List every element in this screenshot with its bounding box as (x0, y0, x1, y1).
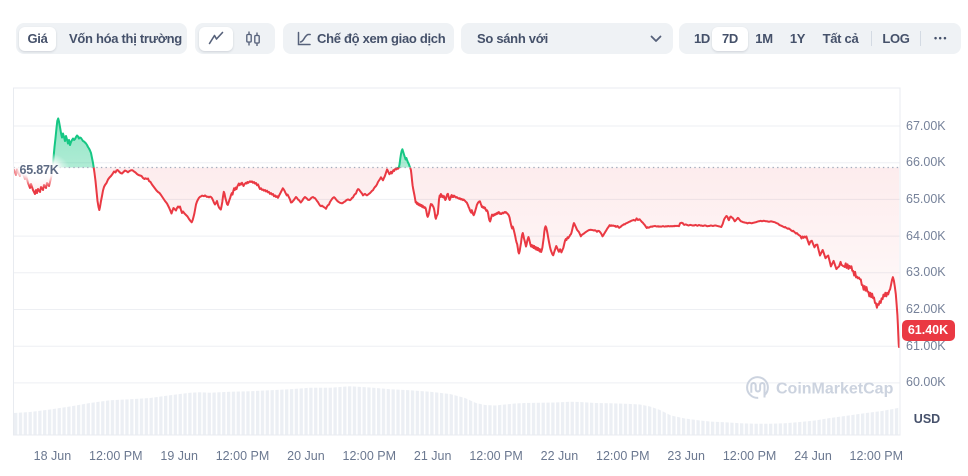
svg-text:CoinMarketCap: CoinMarketCap (776, 381, 894, 398)
